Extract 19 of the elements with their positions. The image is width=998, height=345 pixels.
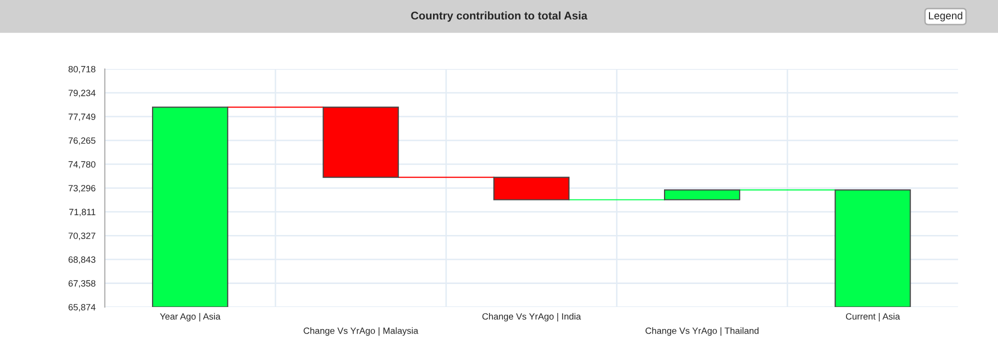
y-tick-label: 74,780 bbox=[68, 161, 96, 169]
x-tick-label: Change Vs YrAgo | India bbox=[482, 313, 581, 322]
y-tick-label: 68,843 bbox=[68, 256, 96, 264]
bar bbox=[152, 106, 228, 308]
y-tick-label: 77,749 bbox=[68, 114, 96, 122]
x-tick-label: Change Vs YrAgo | Malaysia bbox=[304, 327, 418, 336]
x-tick-label: Change Vs YrAgo | Thailand bbox=[646, 327, 758, 336]
x-tick-label: Year Ago | Asia bbox=[160, 313, 220, 322]
y-tick-label: 76,265 bbox=[68, 137, 96, 145]
y-tick-label: 67,358 bbox=[68, 280, 96, 288]
y-tick-label: 70,327 bbox=[68, 232, 96, 240]
y-tick-label: 80,718 bbox=[68, 66, 96, 74]
y-tick-label: 79,234 bbox=[68, 90, 96, 98]
y-tick-label: 73,296 bbox=[68, 184, 96, 192]
text: Legend bbox=[928, 12, 962, 22]
x-tick-label: Current | Asia bbox=[846, 313, 900, 322]
y-tick-label: 71,811 bbox=[69, 208, 96, 216]
y-tick-label: 65,874 bbox=[68, 304, 96, 312]
chart-title: Country contribution to total Asia bbox=[411, 11, 588, 22]
